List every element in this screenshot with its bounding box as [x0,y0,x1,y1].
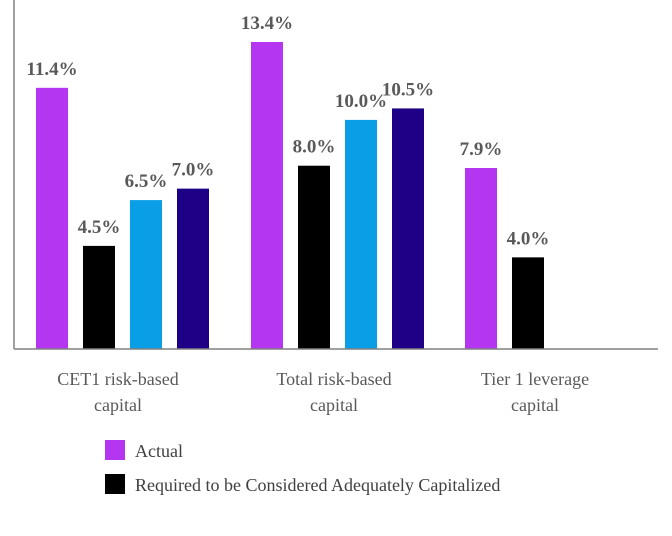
data-label-series1-cat1: 8.0% [293,137,336,158]
data-label-series0-cat0: 11.4% [26,59,77,80]
data-label-series1-cat0: 4.5% [78,217,121,238]
x-tick-label-cat0-line1: capital [94,395,142,415]
bar-series0-cat1 [251,42,283,349]
bar-series0-cat2 [465,168,497,349]
legend-label-series0: Actual [135,441,183,461]
bar-series2-cat1 [345,119,377,349]
x-tick-label-cat1-line1: capital [310,395,358,415]
bar-series3-cat0 [177,188,209,349]
x-tick-label-cat2-line1: capital [511,395,559,415]
data-label-series3-cat1: 10.5% [382,79,434,100]
legend-label-series1: Required to be Considered Adequately Cap… [135,475,500,495]
legend: Actual Required to be Considered Adequate… [105,440,500,495]
x-tick-label-cat1-line0: Total risk-based [276,369,391,389]
data-label-series0-cat2: 7.9% [460,139,503,160]
data-label-series0-cat1: 13.4% [241,13,293,34]
data-label-series2-cat1: 10.0% [335,91,387,112]
data-label-series1-cat2: 4.0% [507,228,550,249]
category-ticks-group: CET1 risk-based capital Total risk-based ca… [57,369,589,415]
bars-group [36,42,544,349]
bar-series2-cat0 [130,200,162,349]
legend-swatch-series0 [105,440,125,460]
data-label-series3-cat0: 7.0% [172,160,215,181]
legend-swatch-series1 [105,474,125,494]
bar-series1-cat0 [83,245,115,349]
data-labels-group: 11.4% 13.4% 7.9% 4.5% 8.0% 4.0% 6.5% 10.0% 7.0% 1… [26,13,549,249]
data-label-series2-cat0: 6.5% [125,171,168,192]
bar-series3-cat1 [392,108,424,349]
bar-series1-cat1 [298,165,330,349]
x-tick-label-cat2-line0: Tier 1 leverage [481,369,589,389]
bar-series0-cat0 [36,87,68,349]
x-tick-label-cat0-line0: CET1 risk-based [57,369,178,389]
bar-series1-cat2 [512,257,544,349]
